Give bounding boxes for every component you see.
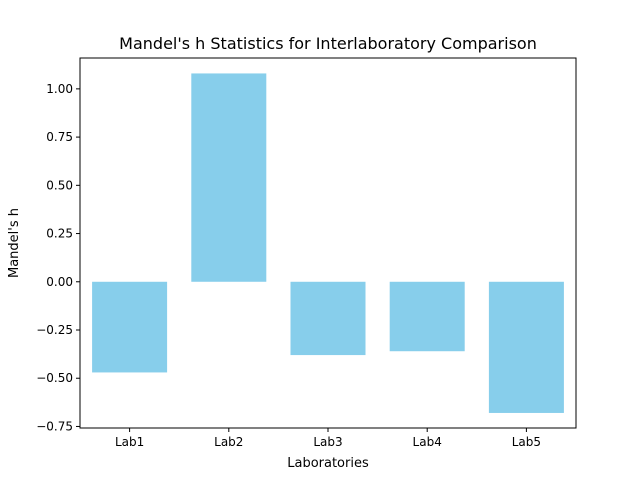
y-axis: −0.75 −0.50 −0.25 0.00 0.25 0.50 0.75 1.00 — [36, 82, 80, 433]
y-axis-label: Mandel's h — [7, 208, 22, 278]
bar-lab2 — [191, 73, 267, 282]
x-tick-label: Lab5 — [512, 435, 541, 449]
x-axis-label: Laboratories — [287, 456, 369, 471]
y-tick-label: 0.75 — [46, 130, 73, 144]
bars-group — [92, 73, 564, 413]
bar-lab5 — [488, 281, 564, 413]
y-tick-label: 1.00 — [46, 82, 73, 96]
chart-title: Mandel's h Statistics for Interlaborator… — [119, 34, 537, 53]
bar-lab1 — [92, 281, 168, 373]
x-tick-label: Lab4 — [413, 435, 442, 449]
bar-lab3 — [290, 281, 366, 356]
y-tick-label: 0.00 — [46, 275, 73, 289]
y-tick-label: 0.50 — [46, 178, 73, 192]
y-tick-label: 0.25 — [46, 227, 73, 241]
x-tick-label: Lab3 — [313, 435, 342, 449]
x-tick-label: Lab2 — [214, 435, 243, 449]
y-tick-label: −0.75 — [36, 419, 73, 433]
y-tick-label: −0.25 — [36, 323, 73, 337]
x-axis: Lab1 Lab2 Lab3 Lab4 Lab5 — [115, 428, 541, 449]
bar-lab4 — [389, 281, 465, 352]
y-tick-label: −0.50 — [36, 371, 73, 385]
x-tick-label: Lab1 — [115, 435, 144, 449]
